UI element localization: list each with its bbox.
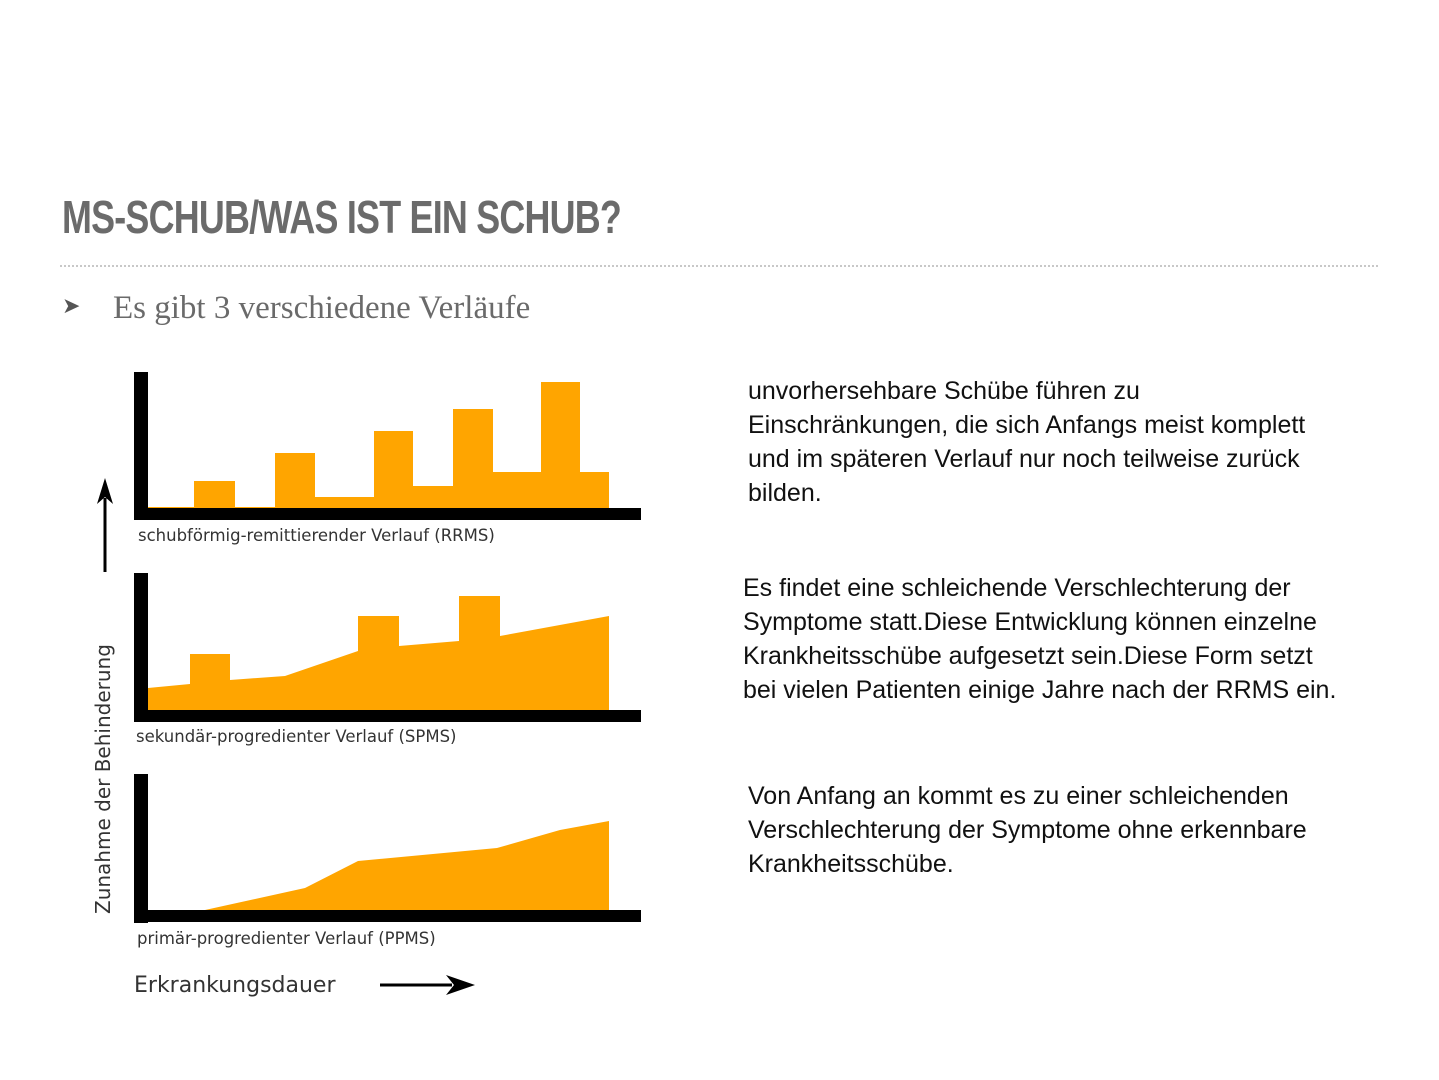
y-axis-label: Zunahme der Behinderung <box>91 644 115 914</box>
description-line: bilden. <box>748 479 822 507</box>
rrms-description: unvorhersehbare Schübe führen zu Einschr… <box>748 374 1408 510</box>
description-line: Von Anfang an kommt es zu einer schleich… <box>748 782 1289 810</box>
ppms-label: primär-progredienter Verlauf (PPMS) <box>137 929 436 948</box>
description-line: Verschlechterung der Symptome ohne erken… <box>748 816 1307 844</box>
panel-rrms: schubförmig-remittierender Verlauf (RRMS… <box>134 372 641 545</box>
panel-spms: sekundär-progredienter Verlauf (SPMS) <box>134 573 641 746</box>
title-divider <box>60 265 1378 267</box>
description-line: bei vielen Patienten einige Jahre nach d… <box>743 676 1337 704</box>
spms-label: sekundär-progredienter Verlauf (SPMS) <box>136 727 457 746</box>
arrowhead-bullet-icon: ➤ <box>62 294 81 319</box>
rrms-area <box>148 382 609 508</box>
ppms-area <box>205 821 609 910</box>
rrms-x-axis <box>134 508 641 520</box>
rrms-y-axis <box>134 372 148 520</box>
description-line: Es findet eine schleichende Verschlechte… <box>743 574 1291 602</box>
ppms-x-axis <box>134 910 641 922</box>
bullet-text: Es gibt 3 verschiedene Verläufe <box>113 290 531 326</box>
ppms-y-axis <box>134 774 148 923</box>
slide-title: MS-SCHUB/WAS IST EIN SCHUB? <box>62 191 622 243</box>
description-line: Symptome statt.Diese Entwicklung können … <box>743 608 1317 636</box>
rrms-label: schubförmig-remittierender Verlauf (RRMS… <box>138 526 495 545</box>
description-line: Krankheitsschübe aufgesetzt sein.Diese F… <box>743 642 1313 670</box>
x-axis-arrow-icon <box>380 975 475 995</box>
description-line: unvorhersehbare Schübe führen zu <box>748 377 1140 405</box>
panel-ppms: primär-progredienter Verlauf (PPMS) <box>134 774 641 948</box>
spms-x-axis <box>134 710 641 722</box>
x-axis-label: Erkrankungsdauer <box>134 973 336 998</box>
description-line: Einschränkungen, die sich Anfangs meist … <box>748 411 1306 439</box>
spms-description: Es findet eine schleichende Verschlechte… <box>743 571 1433 707</box>
ms-course-diagram: schubförmig-remittierender Verlauf (RRMS… <box>91 372 641 998</box>
spms-area <box>148 596 609 710</box>
description-line: und im späteren Verlauf nur noch teilwei… <box>748 445 1300 473</box>
spms-y-axis <box>134 573 148 722</box>
y-axis-arrow-icon <box>97 478 113 572</box>
description-line: Krankheitsschübe. <box>748 850 954 878</box>
ppms-description: Von Anfang an kommt es zu einer schleich… <box>748 779 1408 881</box>
